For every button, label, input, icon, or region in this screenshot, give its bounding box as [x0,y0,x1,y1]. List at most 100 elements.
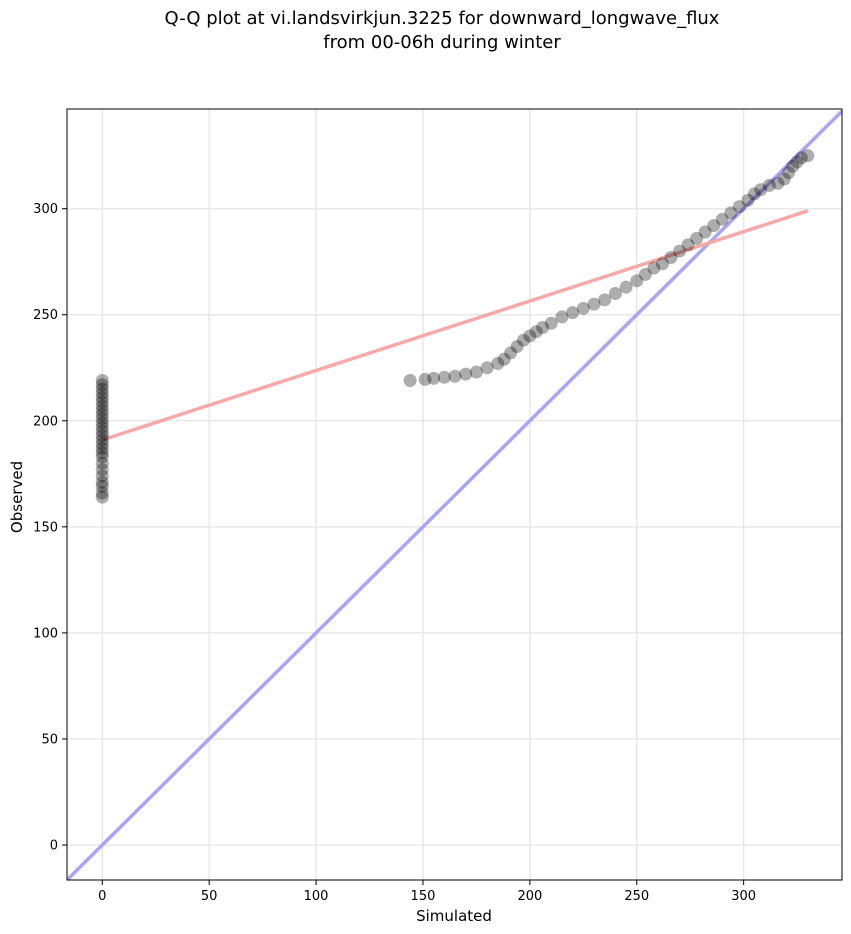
y-tick-label: 50 [41,732,58,747]
y-tick-label: 200 [33,414,58,429]
data-point [536,320,550,334]
data-point [95,424,109,438]
data-point [95,416,109,430]
data-point [448,369,462,383]
data-point [698,225,712,239]
data-point [95,395,109,409]
data-point [790,155,804,169]
data-point [598,293,612,307]
y-axis-label: Observed [8,461,26,533]
data-point [418,372,432,386]
identity-line [67,109,842,880]
grid-lines [67,109,842,880]
data-point [566,306,580,320]
data-point [95,450,109,464]
data-point [95,420,109,434]
y-tick-label: 300 [33,202,58,217]
data-point [732,200,746,214]
y-tick-label: 150 [33,520,58,535]
x-tick-label: 200 [517,889,542,904]
fit-line [101,209,809,442]
chart-title-line-1: Q-Q plot at vi.landsvirkjun.3225 for dow… [165,8,720,29]
data-point [403,373,417,387]
data-point [690,231,704,245]
data-point [754,183,768,197]
y-tick-label: 100 [33,626,58,641]
data-point [95,469,109,483]
data-point [608,287,622,301]
data-point [630,274,644,288]
data-point [782,166,796,180]
data-point [95,433,109,447]
data-point [95,475,109,489]
data-point [794,151,808,165]
x-tick-label: 50 [201,889,218,904]
data-point [587,297,601,311]
data-points [95,149,815,504]
data-point [638,267,652,281]
data-point [762,178,776,192]
data-point [673,244,687,258]
x-tick-label: 150 [411,889,436,904]
x-tick-label: 300 [731,889,756,904]
data-point [504,346,518,360]
data-point [95,490,109,504]
data-point [95,463,109,477]
data-point [664,250,678,264]
data-point [655,257,669,271]
x-axis-ticks: 0 50 100 150 200 250 300 [98,880,756,904]
data-point [95,456,109,470]
data-point [647,261,661,275]
data-point [95,429,109,443]
data-point [459,367,473,381]
data-point [555,310,569,324]
data-point [95,403,109,417]
data-point [707,219,721,233]
data-point [491,357,505,371]
y-axis-ticks: 0 50 100 150 200 250 300 [33,202,67,854]
data-point [95,437,109,451]
x-tick-label: 100 [304,889,329,904]
data-point [786,159,800,173]
data-point [724,206,738,220]
y-tick-label: 0 [50,839,58,854]
y-tick-label: 250 [33,308,58,323]
data-point [529,325,543,339]
data-point [427,371,441,385]
data-point [516,333,530,347]
plot-frame [66,108,843,881]
data-point [95,382,109,396]
data-point [715,212,729,226]
data-point [95,412,109,426]
data-point [681,238,695,252]
chart-title-line-2: from 00-06h during winter [323,32,561,53]
data-point [801,149,815,163]
data-point [95,378,109,392]
data-point [95,390,109,404]
data-point [95,486,109,500]
data-point [741,193,755,207]
data-point [95,441,109,455]
x-tick-label: 0 [98,889,106,904]
data-point [480,361,494,375]
data-point [510,340,524,354]
data-point [437,370,451,384]
data-point [95,386,109,400]
x-tick-label: 250 [624,889,649,904]
data-point [95,446,109,460]
data-point [576,301,590,315]
data-point [95,399,109,413]
data-point [544,316,558,330]
data-point [523,329,537,343]
reference-lines [67,109,842,880]
data-point [619,280,633,294]
data-point [95,407,109,421]
data-point [777,172,791,186]
data-point [95,373,109,387]
data-point [771,176,785,190]
data-point [95,480,109,494]
data-point [497,352,511,366]
data-point [747,187,761,201]
data-point [469,365,483,379]
